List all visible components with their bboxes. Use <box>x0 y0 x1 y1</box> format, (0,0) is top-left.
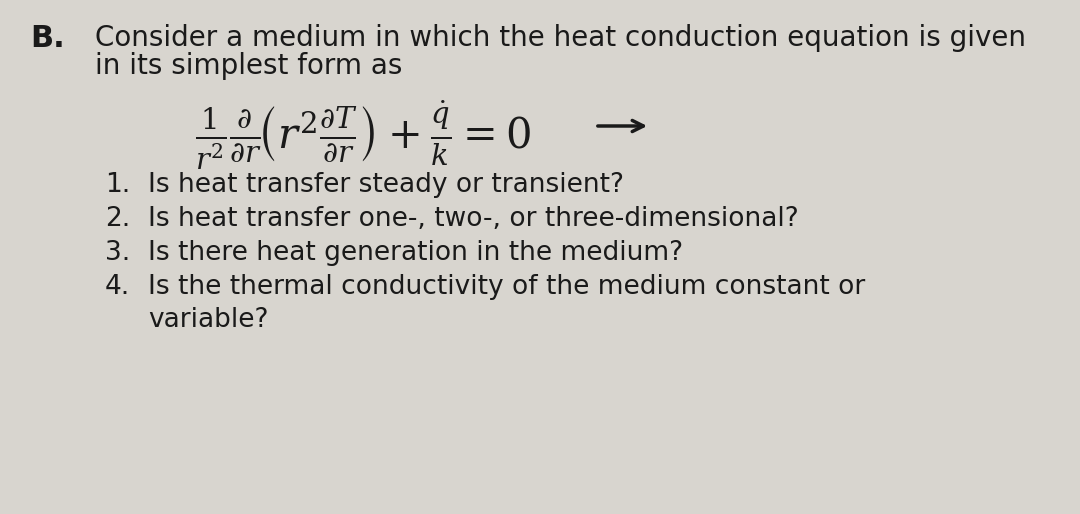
Text: Is heat transfer one-, two-, or three-dimensional?: Is heat transfer one-, two-, or three-di… <box>148 206 799 232</box>
Text: Is the thermal conductivity of the medium constant or: Is the thermal conductivity of the mediu… <box>148 274 865 300</box>
Text: Is there heat generation in the medium?: Is there heat generation in the medium? <box>148 240 684 266</box>
Text: 1.: 1. <box>105 172 131 198</box>
Text: 3.: 3. <box>105 240 131 266</box>
Text: $\frac{1}{r^2}\frac{\partial}{\partial r}\!\left(r^2\frac{\partial T}{\partial r: $\frac{1}{r^2}\frac{\partial}{\partial r… <box>195 99 530 172</box>
Text: 2.: 2. <box>105 206 131 232</box>
Text: Consider a medium in which the heat conduction equation is given: Consider a medium in which the heat cond… <box>95 24 1026 52</box>
Text: 4.: 4. <box>105 274 131 300</box>
Text: in its simplest form as: in its simplest form as <box>95 52 403 80</box>
Text: variable?: variable? <box>148 307 269 333</box>
Text: B.: B. <box>30 24 65 53</box>
Text: Is heat transfer steady or transient?: Is heat transfer steady or transient? <box>148 172 624 198</box>
